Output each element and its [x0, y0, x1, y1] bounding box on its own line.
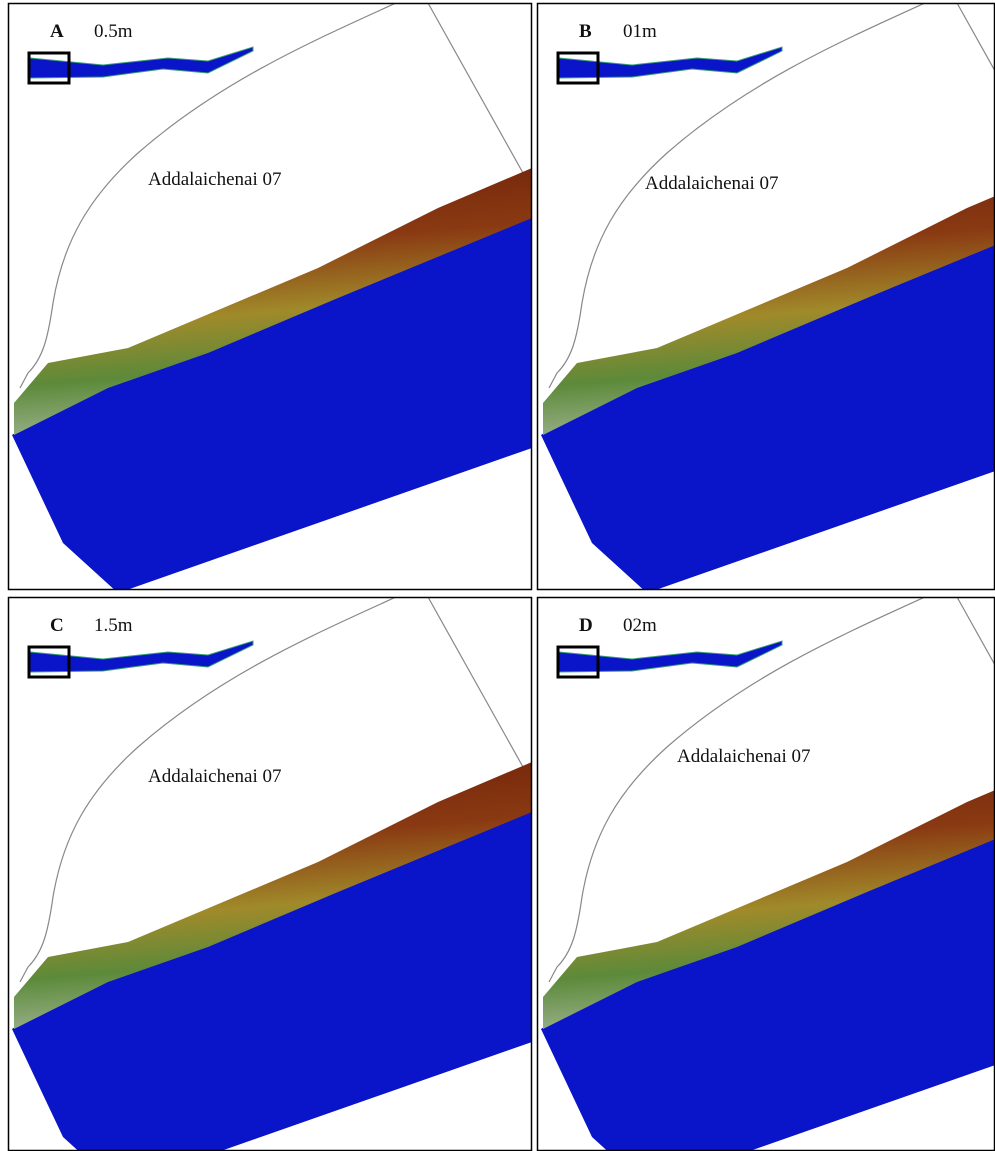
map-panel: D 02m Addalaichenai 07	[538, 597, 995, 1151]
place-label: Addalaichenai 07	[148, 169, 281, 190]
panel-letter: C	[50, 615, 64, 636]
place-label: Addalaichenai 07	[148, 766, 281, 787]
panel-letter: A	[50, 21, 64, 42]
map-area	[12, 597, 532, 1151]
sea-area	[12, 208, 532, 593]
map-panel: A 0.5m Addalaichenai 07	[9, 3, 533, 593]
panel-label: 02m	[623, 615, 657, 636]
panel-label: 01m	[623, 21, 657, 42]
map-panel: C 1.5m Addalaichenai 07	[9, 597, 533, 1151]
place-label: Addalaichenai 07	[645, 173, 778, 194]
panel-label: 1.5m	[94, 615, 133, 636]
panel-label: 0.5m	[94, 21, 133, 42]
map-panel: B 01m Addalaichenai 07	[538, 3, 995, 593]
map-area	[12, 3, 532, 593]
place-label: Addalaichenai 07	[677, 746, 810, 767]
panel-letter: D	[579, 615, 593, 636]
map-area	[541, 3, 995, 593]
figure: A 0.5m Addalaichenai 07 B 01m Addalaichenai 0…	[0, 0, 995, 1151]
map-area	[541, 597, 995, 1151]
panel-letter: B	[579, 21, 592, 42]
